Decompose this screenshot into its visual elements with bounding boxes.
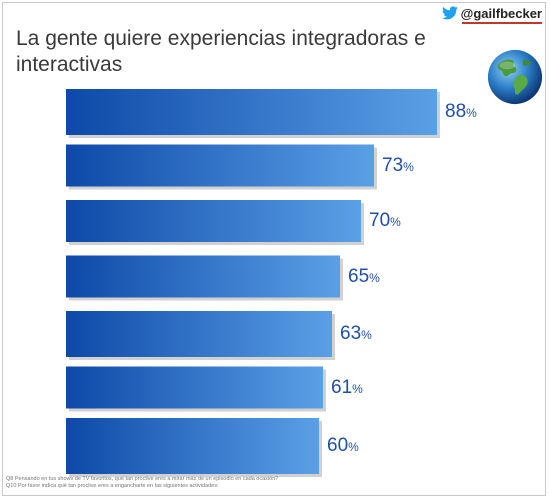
value-label-2: 73% bbox=[382, 154, 414, 177]
value-label-6: 61% bbox=[331, 376, 363, 399]
globe-icon bbox=[487, 49, 543, 105]
value-number: 60 bbox=[327, 435, 349, 456]
value-number: 70 bbox=[369, 210, 391, 231]
footnote-q8: Q8 Pensando en tus shows de TV favoritos… bbox=[6, 476, 279, 482]
bar-4 bbox=[66, 255, 340, 298]
value-number: 73 bbox=[382, 154, 404, 176]
value-percent: % bbox=[369, 270, 380, 285]
value-percent: % bbox=[348, 440, 359, 454]
value-percent: % bbox=[390, 215, 401, 229]
twitter-handle[interactable]: @gailfbecker bbox=[441, 4, 542, 22]
twitter-bird-icon bbox=[441, 6, 458, 20]
value-number: 63 bbox=[340, 323, 362, 344]
bar-3 bbox=[66, 200, 361, 242]
footnote-q10: Q10 Por favor indica qué tan proclive er… bbox=[6, 483, 219, 489]
bar-5 bbox=[66, 311, 332, 357]
value-percent: % bbox=[361, 328, 372, 342]
value-label-4: 65% bbox=[348, 265, 380, 288]
value-number: 88 bbox=[445, 101, 467, 122]
twitter-handle-text: @gailfbecker bbox=[460, 5, 542, 21]
value-percent: % bbox=[352, 381, 363, 396]
handle-underline bbox=[462, 22, 542, 24]
bar-1 bbox=[66, 89, 437, 135]
footnotes: Q8 Pensando en tus shows de TV favoritos… bbox=[6, 476, 526, 490]
value-percent: % bbox=[403, 159, 414, 174]
bar-2 bbox=[66, 144, 374, 187]
value-percent: % bbox=[466, 106, 477, 120]
value-label-7: 60% bbox=[327, 436, 359, 457]
slide-frame bbox=[2, 2, 546, 496]
bar-7 bbox=[66, 418, 319, 474]
value-number: 61 bbox=[331, 376, 353, 398]
bar-6 bbox=[66, 366, 323, 409]
value-label-1: 88% bbox=[445, 102, 477, 123]
value-label-5: 63% bbox=[340, 324, 372, 345]
value-label-3: 70% bbox=[369, 211, 401, 232]
value-number: 65 bbox=[348, 265, 370, 287]
page-title: La gente quiere experiencias integradora… bbox=[16, 27, 426, 76]
